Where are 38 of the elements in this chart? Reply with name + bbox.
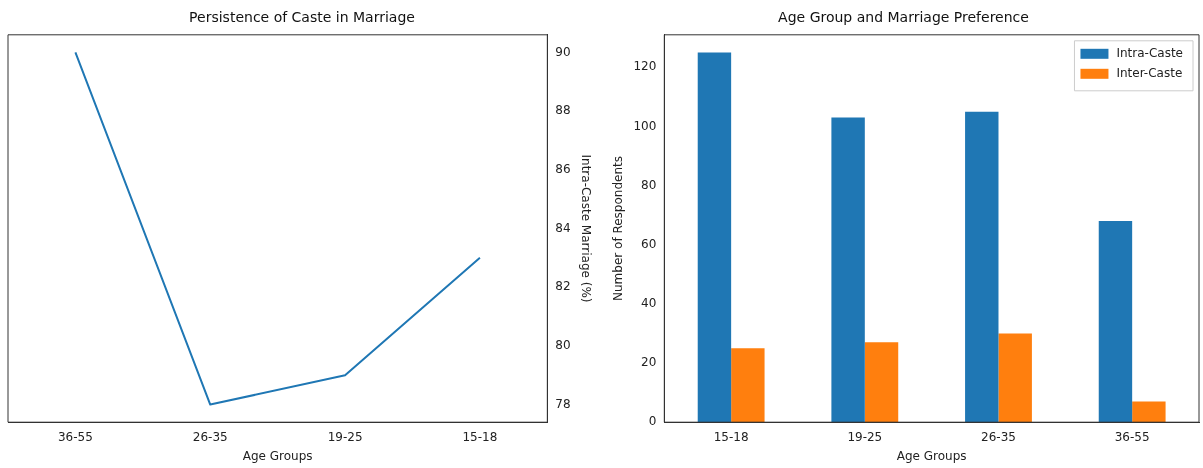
bar [998, 333, 1032, 423]
y-tick-label: 40 [641, 296, 657, 311]
x-axis-title: Age Groups [896, 448, 967, 463]
y-tick-label: 120 [633, 59, 657, 74]
legend-label: Intra-Caste [1116, 45, 1184, 60]
x-tick-label: 15-18 [462, 429, 498, 444]
legend-label: Inter-Caste [1116, 65, 1183, 80]
y2-tick-label: 86 [555, 161, 571, 176]
x-axis-title: Age Groups [242, 448, 313, 463]
y-tick-label: 60 [641, 236, 657, 251]
bar [697, 52, 732, 423]
y-tick-label: 80 [641, 177, 657, 192]
y2-tick-label: 80 [555, 338, 571, 353]
x-tick-label: 19-25 [847, 429, 883, 444]
x-tick-label: 36-55 [57, 429, 93, 444]
y2-tick-label: 90 [555, 44, 571, 59]
y2-tick-label: 84 [555, 220, 571, 235]
bar [731, 348, 765, 423]
y2-tick-label: 88 [555, 103, 571, 118]
bar [831, 117, 865, 423]
y-tick-label: 20 [641, 355, 657, 370]
x-tick-label: 19-25 [327, 429, 363, 444]
bar [864, 342, 899, 423]
chart-title: Age Group and Marriage Preference [778, 9, 1029, 26]
x-tick-label: 36-55 [1114, 429, 1150, 444]
y2-tick-label: 78 [555, 396, 571, 411]
x-tick-label: 26-35 [192, 429, 228, 444]
y2-tick-label: 82 [555, 279, 571, 294]
y-tick-label: 0 [648, 414, 657, 429]
y-tick-label: 100 [633, 118, 657, 133]
x-tick-label: 15-18 [713, 429, 749, 444]
x-tick-label: 26-35 [981, 429, 1016, 444]
bar [1098, 221, 1133, 423]
y-axis-title: Number of Respondents [611, 156, 626, 301]
bar [965, 111, 999, 423]
chart-title: Persistence of Caste in Marriage [189, 9, 415, 26]
bar [1132, 401, 1166, 423]
y2-axis-title: Intra-Caste Marriage (%) [578, 154, 593, 303]
